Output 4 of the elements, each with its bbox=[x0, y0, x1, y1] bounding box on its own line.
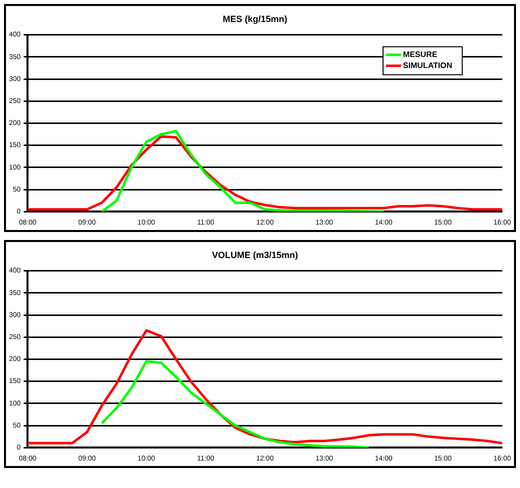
legend-label: MESURE bbox=[403, 50, 438, 60]
chart-title: VOLUME (m3/15mn) bbox=[212, 250, 298, 260]
legend-label: SIMULATION bbox=[403, 61, 452, 70]
chart-title: MES (kg/15mn) bbox=[222, 14, 288, 24]
